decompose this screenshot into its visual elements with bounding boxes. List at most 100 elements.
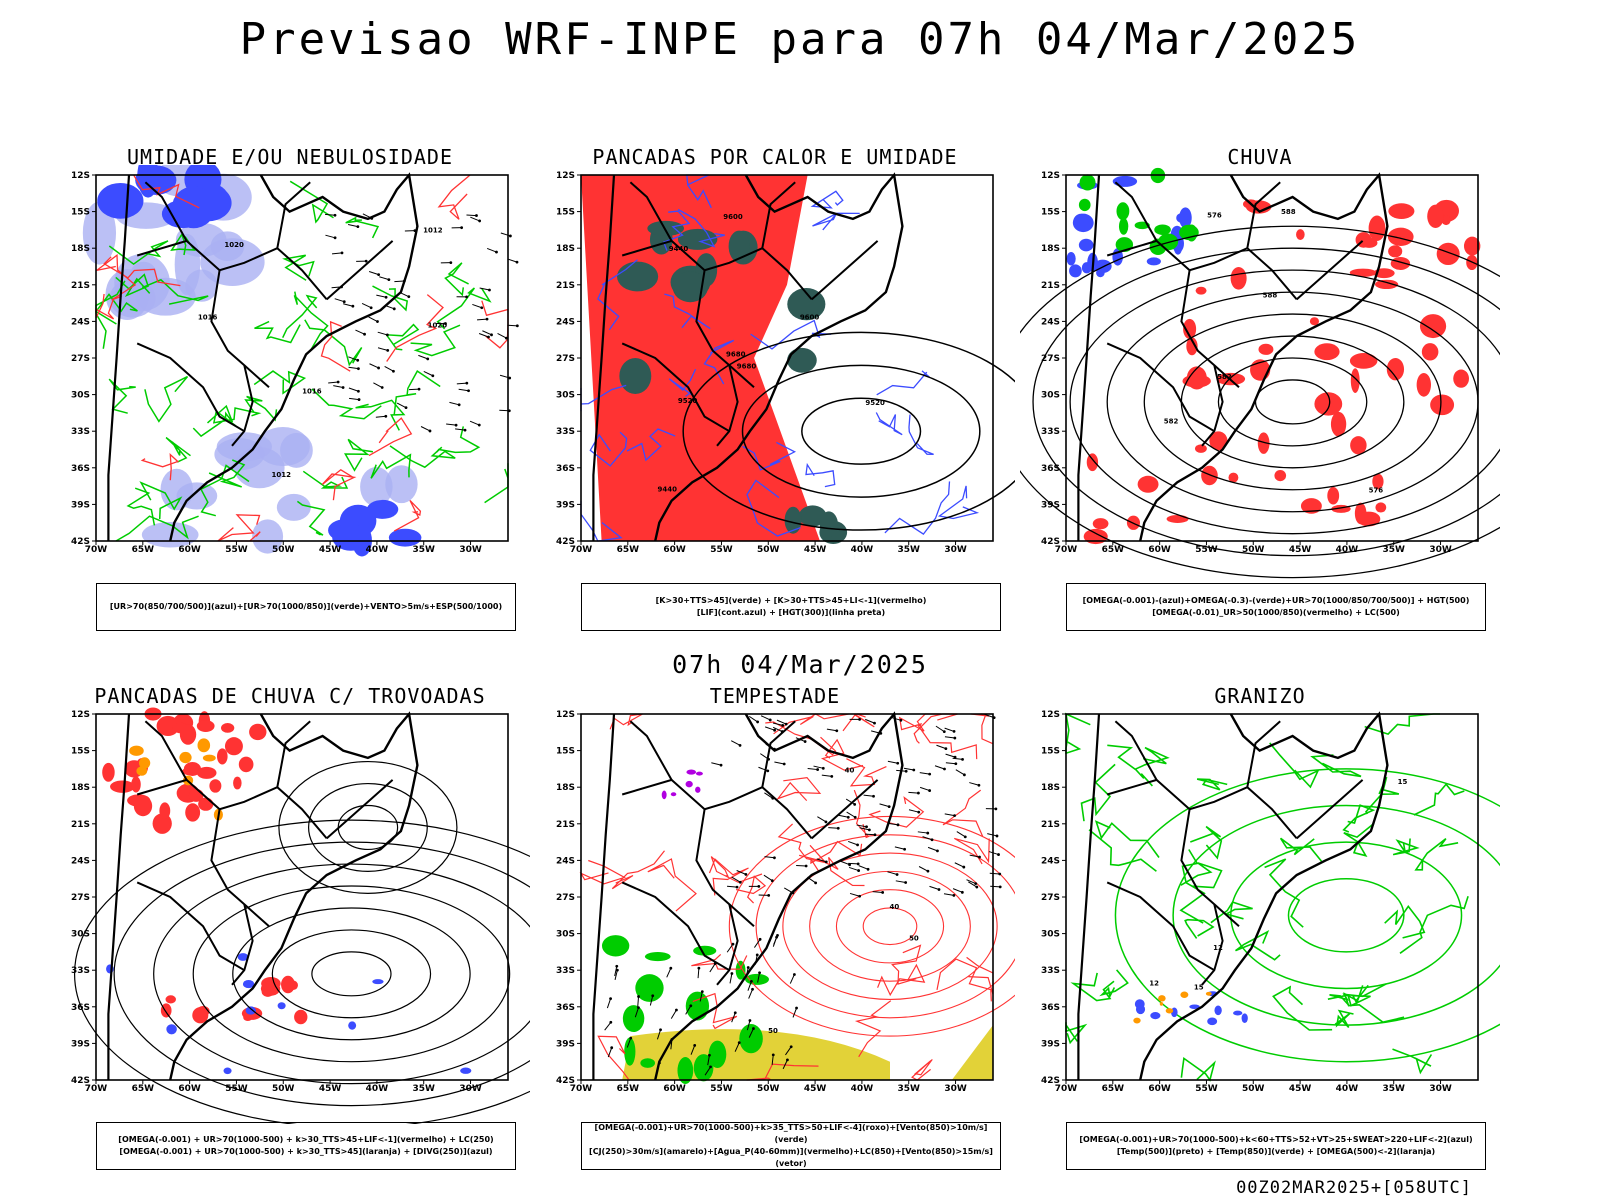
height-label: 9520 bbox=[865, 399, 885, 407]
wind-vector-head bbox=[821, 766, 825, 770]
wind-vector-head bbox=[963, 835, 967, 839]
wind-vector bbox=[989, 872, 1000, 875]
rain-area bbox=[1386, 358, 1405, 381]
wind-vector bbox=[903, 767, 914, 771]
thunderstorm-area bbox=[152, 813, 172, 834]
wind-vector-head bbox=[824, 820, 828, 824]
precipitable-water-contour bbox=[708, 858, 749, 896]
wind-vector bbox=[446, 423, 457, 426]
wind-vector bbox=[848, 866, 859, 872]
country-border bbox=[1246, 181, 1281, 249]
lifted-index-contour bbox=[742, 441, 797, 471]
wind-vector-head bbox=[997, 853, 1000, 856]
wind-vector bbox=[384, 366, 394, 372]
wind-vector bbox=[734, 1042, 740, 1052]
wind-vector-head bbox=[700, 990, 704, 994]
wind-vector-head bbox=[380, 386, 384, 389]
rain-area bbox=[1374, 279, 1399, 290]
precipitable-water-contour bbox=[773, 713, 849, 735]
wind-vector-head bbox=[356, 358, 360, 362]
thickness-contour bbox=[368, 417, 413, 457]
precipitable-water-contour bbox=[735, 875, 767, 904]
legend-line: [LIF](cont.azul) + [HGT(300)](linha pret… bbox=[696, 608, 886, 617]
thunderstorm-area bbox=[209, 779, 222, 793]
wind-vector-head bbox=[475, 214, 478, 217]
humidity-low-contour bbox=[311, 388, 382, 420]
omega-strong-area bbox=[1116, 202, 1130, 221]
wind-vector bbox=[690, 1045, 696, 1055]
lat-tick-label: 30S bbox=[556, 930, 575, 940]
wind-vector-head bbox=[773, 856, 776, 860]
rain-area bbox=[1349, 268, 1377, 277]
streamline bbox=[153, 863, 530, 1085]
humidity-low-contour bbox=[345, 216, 380, 239]
geopotential-label: 588 bbox=[1263, 291, 1278, 299]
wind-vector-head bbox=[751, 987, 754, 991]
country-border bbox=[1106, 881, 1215, 972]
wind-vector bbox=[614, 970, 618, 981]
humidity-low-contour bbox=[289, 180, 334, 224]
panel-title: PANCADAS POR CALOR E UMIDADE bbox=[592, 145, 958, 169]
rain-area bbox=[1258, 343, 1274, 355]
wind-vector bbox=[969, 782, 980, 786]
temperature-850-contour bbox=[1230, 841, 1463, 990]
panel-trovoadas: PANCADAS DE CHUVA C/ TROVOADAS 12S 15S 18S… bbox=[50, 684, 530, 1170]
streamline-850 bbox=[755, 834, 1015, 1019]
humidity-low-contour bbox=[141, 278, 209, 305]
rain-area bbox=[1330, 411, 1347, 437]
heat-showers-area bbox=[728, 230, 750, 262]
country-border bbox=[276, 720, 311, 788]
wind-vector bbox=[666, 968, 672, 978]
wind-vector-head bbox=[995, 834, 999, 838]
wind-vector bbox=[325, 234, 336, 239]
wind-vector bbox=[449, 401, 460, 406]
wind-vector bbox=[817, 816, 827, 823]
temperature-850-contour bbox=[1235, 930, 1281, 961]
divergence-area bbox=[277, 1002, 286, 1010]
lat-tick-label: 12S bbox=[71, 171, 90, 181]
rain-area bbox=[1430, 394, 1455, 416]
rain-area bbox=[1228, 472, 1239, 483]
humidity-band-area bbox=[252, 519, 284, 554]
rain-area bbox=[1350, 368, 1360, 393]
wind-vector-head bbox=[364, 259, 368, 263]
wind-vector bbox=[704, 1066, 711, 1076]
temperature-850-contour bbox=[1342, 804, 1376, 833]
wind-vector-head bbox=[978, 855, 981, 859]
lat-tick-label: 27S bbox=[71, 354, 90, 364]
temperature-850-contour bbox=[1384, 905, 1426, 939]
temperature-850-contour bbox=[1180, 862, 1223, 889]
lon-tick-label: 50W bbox=[272, 545, 295, 555]
wind-vector-head bbox=[896, 761, 900, 765]
wind-vector-head bbox=[904, 881, 908, 884]
wind-vector bbox=[368, 271, 379, 276]
lon-tick-label: 65W bbox=[617, 1084, 640, 1094]
showers-area bbox=[179, 751, 192, 764]
lat-tick-label: 39S bbox=[556, 500, 575, 510]
rain-area bbox=[1195, 286, 1207, 295]
wind-vector bbox=[782, 1059, 788, 1070]
rain-area bbox=[1083, 528, 1108, 545]
rain-area bbox=[1453, 369, 1469, 388]
hail-area bbox=[1134, 999, 1145, 1009]
wind-vector-head bbox=[937, 888, 941, 891]
lifted-index-contour bbox=[884, 481, 951, 535]
mid-timestamp: 07h 04/Mar/2025 bbox=[672, 650, 928, 679]
severe-storm-area bbox=[686, 769, 697, 775]
geopotential-contour bbox=[1069, 269, 1500, 535]
thickness-contour bbox=[393, 499, 422, 532]
rain-area bbox=[1137, 475, 1159, 493]
lon-tick-label: 55W bbox=[710, 545, 733, 555]
thunderstorm-area bbox=[217, 748, 228, 765]
omega-500-area bbox=[1165, 1008, 1174, 1014]
wind-vector bbox=[470, 216, 480, 222]
wind-vector bbox=[845, 798, 855, 805]
wind-vector-head bbox=[750, 979, 753, 983]
omega-strong-area bbox=[1079, 174, 1096, 191]
wind-vector bbox=[796, 864, 807, 867]
country-border bbox=[210, 270, 270, 389]
panel-title: TEMPESTADE bbox=[709, 684, 841, 708]
thunderstorm-area bbox=[281, 975, 295, 994]
wind-vector-head bbox=[953, 755, 957, 759]
wind-vector bbox=[349, 397, 360, 401]
